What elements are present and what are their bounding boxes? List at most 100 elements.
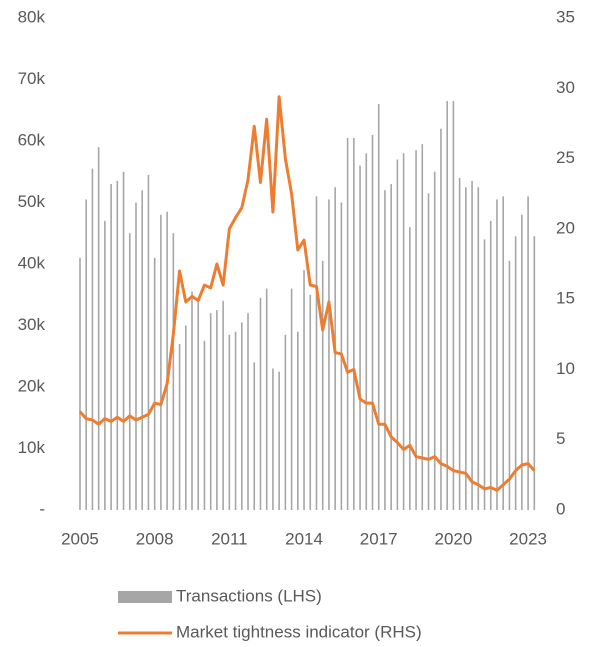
x-tick-label: 2017 <box>360 529 398 548</box>
bar <box>91 168 94 511</box>
x-tick-label: 2020 <box>434 529 472 548</box>
bar <box>265 288 268 510</box>
bar <box>222 300 224 510</box>
bar <box>328 199 330 511</box>
bar <box>160 214 162 511</box>
bar <box>359 165 361 510</box>
bar <box>427 193 430 510</box>
bar <box>309 294 312 510</box>
y-tick-label: - <box>39 499 45 518</box>
bar <box>240 322 243 510</box>
bar <box>446 101 448 511</box>
bar <box>533 236 536 510</box>
bar <box>377 104 380 510</box>
y-tick-label: 40k <box>18 253 46 272</box>
bar <box>116 180 119 510</box>
bar <box>228 334 231 510</box>
bar <box>384 190 386 510</box>
bar <box>247 313 249 510</box>
bar <box>303 270 305 510</box>
bar <box>440 128 442 510</box>
bar <box>390 184 392 511</box>
bar <box>458 177 461 510</box>
bar <box>297 331 299 510</box>
y2-tick-label: 15 <box>556 289 575 308</box>
bar <box>508 260 511 510</box>
bar <box>135 202 137 510</box>
bar <box>259 297 262 510</box>
x-tick-label: 2014 <box>285 529 323 548</box>
bar <box>79 257 81 510</box>
y-tick-label: 30k <box>18 315 46 334</box>
legend-swatch <box>118 591 172 603</box>
y-tick-label: 10k <box>18 438 46 457</box>
bar <box>290 288 293 510</box>
y2-tick-label: 35 <box>556 7 575 26</box>
bar <box>272 368 274 510</box>
bar <box>527 196 529 510</box>
y-tick-label: 80k <box>18 7 46 26</box>
y-tick-label: 60k <box>18 130 46 149</box>
x-tick-label: 2005 <box>61 529 99 548</box>
y-tick-label: 50k <box>18 192 46 211</box>
bar <box>346 137 349 511</box>
bar <box>128 233 131 510</box>
x-tick-label: 2023 <box>509 529 547 548</box>
bar <box>97 147 100 510</box>
x-tick-label: 2011 <box>211 529 248 548</box>
bar <box>371 134 374 510</box>
bar <box>184 325 187 510</box>
bar <box>433 171 436 510</box>
y2-tick-label: 10 <box>556 359 575 378</box>
bar <box>521 214 523 511</box>
bar <box>122 171 125 510</box>
bar <box>110 184 112 511</box>
bar <box>172 233 175 510</box>
bar <box>409 227 411 510</box>
bar <box>178 343 181 510</box>
bar <box>166 211 168 510</box>
bar <box>489 220 492 510</box>
bar <box>191 291 193 510</box>
legend-label: Transactions (LHS) <box>176 586 322 605</box>
bar <box>216 310 218 510</box>
bar <box>253 362 256 510</box>
bar <box>278 371 280 510</box>
bar <box>321 260 324 510</box>
y2-tick-label: 30 <box>556 78 575 97</box>
bar <box>315 196 318 510</box>
bar <box>415 150 417 510</box>
bar <box>203 340 206 510</box>
bar <box>396 159 399 510</box>
y-tick-label: 70k <box>18 69 46 88</box>
bar <box>284 334 287 510</box>
bar <box>514 236 517 510</box>
bar <box>234 331 237 510</box>
legend-label: Market tightness indicator (RHS) <box>176 622 422 641</box>
bar <box>471 180 473 510</box>
y-tick-label: 20k <box>18 376 46 395</box>
bar <box>153 257 156 510</box>
bar <box>496 199 498 511</box>
y2-tick-label: 0 <box>556 499 565 518</box>
bar <box>104 220 106 510</box>
bar <box>85 199 88 511</box>
bar <box>141 190 144 510</box>
bar <box>465 187 467 510</box>
x-tick-label: 2008 <box>136 529 174 548</box>
bar <box>353 137 355 511</box>
bar <box>147 174 150 510</box>
bar <box>502 196 504 510</box>
bar <box>477 187 480 510</box>
bar <box>483 239 486 510</box>
line <box>78 95 536 492</box>
bar <box>402 153 405 511</box>
bar <box>452 101 455 511</box>
bar <box>365 153 368 511</box>
y2-tick-label: 5 <box>556 429 565 448</box>
bar <box>197 297 200 510</box>
bar <box>209 313 212 510</box>
bar <box>421 144 424 510</box>
y2-tick-label: 20 <box>556 218 575 237</box>
